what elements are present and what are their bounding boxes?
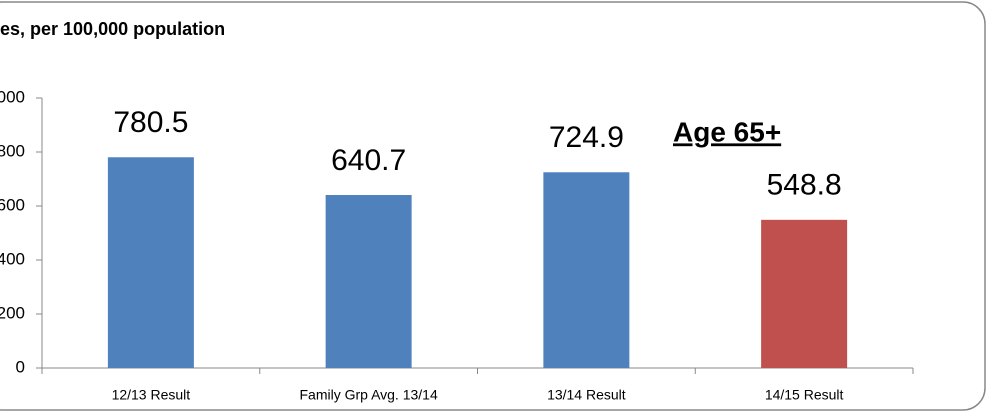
x-tick-label: Family Grp Avg. 13/14: [300, 387, 438, 403]
y-tick-label: 800: [0, 141, 25, 160]
y-tick-label: 1000: [0, 87, 25, 106]
bar: [761, 219, 848, 368]
y-tick-label: 600: [0, 195, 25, 214]
chart-frame: [0, 1, 986, 411]
value-label: 640.7: [331, 144, 406, 177]
annotation: Age 65+: [673, 116, 781, 147]
bar: [325, 195, 412, 368]
x-tick-label: 12/13 Result: [112, 387, 191, 403]
value-label: 780.5: [113, 106, 188, 139]
chart-title: es, per 100,000 population: [0, 19, 225, 39]
value-label: 724.9: [549, 121, 624, 154]
y-tick-label: 0: [16, 357, 25, 376]
y-tick-label: 200: [0, 303, 25, 322]
bar: [543, 172, 630, 368]
x-tick-label: 14/15 Result: [765, 387, 844, 403]
y-tick-label: 400: [0, 249, 25, 268]
value-label: 548.8: [767, 169, 842, 202]
x-tick-label: 13/14 Result: [547, 387, 626, 403]
bar: [107, 157, 194, 368]
